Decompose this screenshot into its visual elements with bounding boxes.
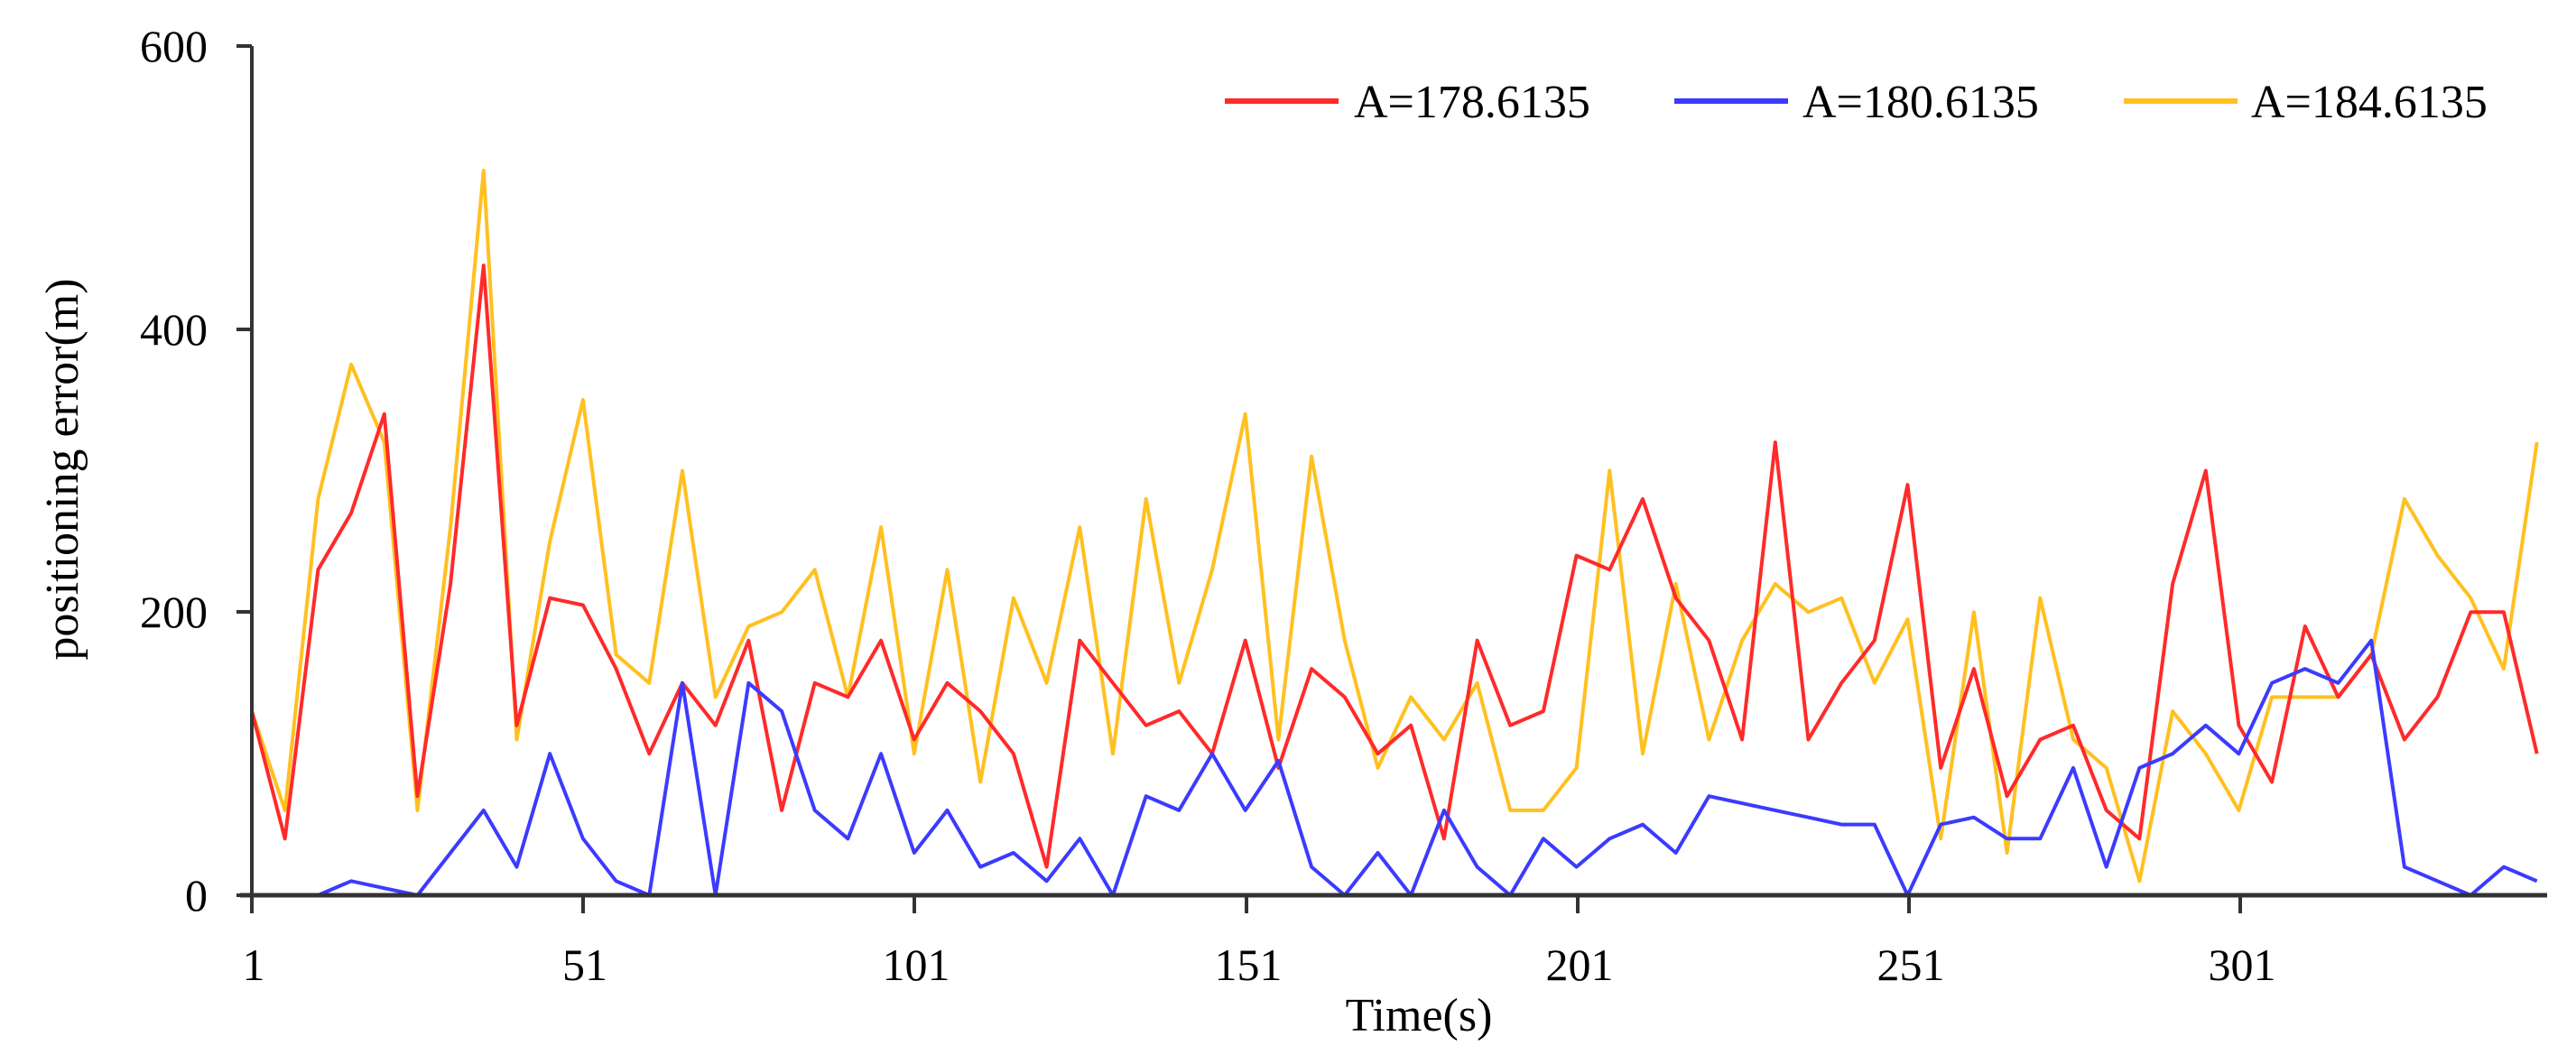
- legend: A=178.6135 A=180.6135 A=184.6135: [1225, 77, 2488, 128]
- series-line: [250, 264, 2539, 869]
- x-tick-label: 201: [1546, 939, 1614, 990]
- y-tick-label: 400: [140, 304, 208, 355]
- legend-label: A=180.6135: [1802, 77, 2039, 128]
- x-tick-label: 151: [1215, 939, 1283, 990]
- y-axis-title: positioning error(m): [37, 278, 88, 660]
- y-ticks: 600 400 200 0: [140, 21, 252, 921]
- x-tick-label: 51: [562, 939, 607, 990]
- y-tick-label: 200: [140, 587, 208, 637]
- y-tick-label: 0: [185, 870, 208, 921]
- x-tick-label: 1: [243, 939, 265, 990]
- x-tick-label: 301: [2209, 939, 2276, 990]
- series-layer: [250, 169, 2539, 897]
- x-tick-label: 101: [883, 939, 950, 990]
- x-ticks: 1 51 101 151 201 251 301: [243, 895, 2276, 990]
- legend-label: A=184.6135: [2251, 77, 2488, 128]
- x-tick-label: 251: [1877, 939, 1945, 990]
- y-tick-label: 600: [140, 21, 208, 71]
- series-line: [252, 638, 2538, 897]
- legend-label: A=178.6135: [1354, 77, 1590, 128]
- x-axis-title: Time(s): [1346, 990, 1493, 1041]
- series-line: [250, 169, 2539, 884]
